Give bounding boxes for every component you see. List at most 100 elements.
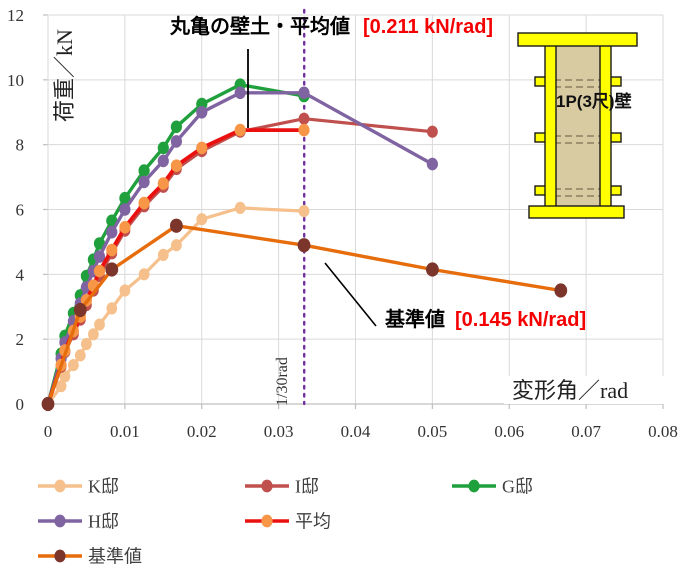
series-k-tei-line: [46, 206, 306, 406]
legend-swatch-marker-heikin: [261, 514, 273, 528]
series-k-tei-point: [234, 201, 246, 214]
x-tick-label: 0.08: [648, 422, 678, 441]
series-h-tei-point: [119, 203, 131, 216]
x-tick-label: 0.02: [187, 422, 217, 441]
y-tick-label: 4: [16, 265, 25, 284]
wall-left-post: [544, 44, 557, 209]
series-k-tei-point: [81, 337, 92, 351]
legend-item-g-tei: G邸: [452, 477, 533, 497]
series-heikin: [42, 123, 310, 411]
wall-right-post: [599, 44, 612, 209]
series-kijunchi: [41, 218, 568, 412]
series-h-tei-point: [196, 106, 208, 119]
wall-inset-label: 1P(3尺)壁: [556, 91, 632, 111]
series-k-tei-point: [68, 359, 79, 372]
x-axis-label: 変形角／rad: [512, 378, 628, 403]
y-tick-label: 8: [16, 136, 25, 155]
x-tick-label: 0: [44, 422, 53, 441]
series-heikin-point: [196, 141, 208, 155]
series-kijunchi-point: [426, 262, 439, 277]
legend-swatch-marker-i-tei: [261, 479, 273, 493]
legend-item-i-tei: I邸: [245, 477, 319, 497]
x-tick-label: 0.03: [264, 422, 294, 441]
series-h-tei-point: [93, 250, 106, 263]
series-h-tei-line: [46, 91, 435, 406]
series-k-tei-point: [88, 328, 99, 341]
legend-label-k-tei: K邸: [88, 477, 119, 497]
series-k-tei-point: [196, 213, 208, 226]
series-h-tei-point: [157, 154, 169, 168]
annotation-baseline-text: 基準値: [385, 307, 445, 331]
series-kijunchi-point: [73, 302, 87, 318]
x-tick-label: 0.07: [571, 422, 601, 441]
annotation-baseline-leader-line: [324, 262, 377, 327]
annotation-average: 丸亀の壁土・平均値 [0.211 kN/rad]: [169, 14, 493, 128]
series-heikin-point: [234, 123, 246, 137]
series-h-tei-point: [170, 135, 182, 148]
annotation-average-text: 丸亀の壁土・平均値: [169, 14, 350, 38]
legend-item-heikin: 平均: [245, 512, 331, 532]
series-k-tei-point: [298, 205, 310, 218]
series-heikin-point: [119, 221, 131, 234]
annotation-baseline-value: [0.145 kN/rad]: [455, 309, 586, 331]
series-heikin-point: [106, 243, 118, 257]
series-g-tei-point: [119, 191, 131, 205]
legend-label-heikin: 平均: [295, 512, 331, 532]
reference-line-label: 1/30rad: [274, 357, 291, 406]
series-k-tei-point: [74, 349, 86, 362]
series-layer: [41, 78, 568, 412]
y-tick-label: 10: [7, 71, 24, 90]
y-axis-label: 荷重／kN: [52, 29, 77, 122]
series-heikin-point: [157, 177, 169, 190]
series-kijunchi-point: [170, 218, 183, 233]
series-heikin-point: [170, 159, 182, 172]
series-heikin-point: [138, 196, 150, 210]
legend-swatch-marker-g-tei: [468, 479, 480, 493]
tick-labels: 0 0.01 0.02 0.03 0.04 0.05 0.06 0.07 0.08 0 2 4 6 8 10…: [7, 6, 678, 441]
legend-label-g-tei: G邸: [502, 477, 533, 497]
series-i-tei-point: [298, 112, 310, 125]
annotation-baseline: 基準値 [0.145 kN/rad]: [324, 262, 586, 331]
series-kijunchi-point: [105, 262, 119, 277]
legend-item-k-tei: K邸: [38, 477, 119, 497]
series-k-tei-point: [55, 380, 67, 393]
x-tick-label: 0.06: [494, 422, 524, 441]
legend-label-kijunchi: 基準値: [88, 547, 142, 567]
series-kijunchi-point: [554, 283, 568, 298]
series-i-tei-point: [427, 125, 438, 138]
wall-top-beam: [517, 32, 638, 47]
series-k-tei: [42, 201, 310, 411]
series-g-tei-point: [157, 141, 169, 155]
legend-item-kijunchi: 基準値: [38, 547, 142, 567]
series-h-tei-point: [138, 175, 150, 189]
series-kijunchi-point: [41, 396, 55, 412]
series-g-tei-point: [170, 120, 182, 134]
series-k-tei-point: [138, 268, 150, 281]
wall-dashed-lines: [554, 79, 602, 197]
y-tick-label: 0: [16, 395, 25, 414]
y-tick-label: 12: [7, 6, 24, 25]
series-g-tei-point: [138, 164, 150, 177]
wall-inset-diagram: 1P(3尺)壁: [517, 32, 638, 219]
legend-label-i-tei: I邸: [295, 477, 319, 497]
series-k-tei-point: [157, 248, 169, 261]
legend-swatch-marker-kijunchi: [54, 549, 66, 563]
series-heikin-point: [298, 123, 310, 137]
legend-swatch-marker-h-tei: [54, 514, 66, 528]
y-tick-label: 6: [16, 201, 25, 220]
series-heikin-point: [93, 264, 106, 278]
legend-swatch-marker-k-tei: [54, 479, 66, 493]
series-h-tei-point: [298, 86, 310, 100]
x-tick-label: 0.04: [341, 422, 371, 441]
y-tick-label: 2: [16, 330, 25, 349]
x-tick-label: 0.01: [110, 422, 140, 441]
series-g-tei-point: [93, 237, 106, 250]
series-kijunchi-point: [297, 238, 311, 253]
series-k-tei-point: [171, 239, 182, 252]
legend-item-h-tei: H邸: [38, 512, 119, 532]
series-k-tei-point: [94, 318, 105, 331]
series-k-tei-point: [106, 302, 118, 315]
x-axis-label-background: [504, 376, 666, 404]
